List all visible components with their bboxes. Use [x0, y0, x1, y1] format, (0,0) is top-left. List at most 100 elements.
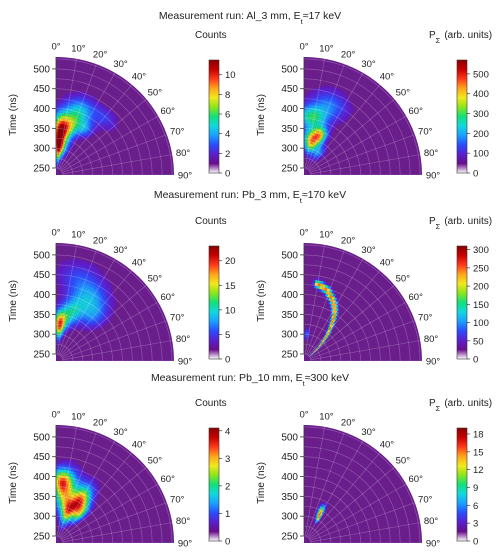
heatmap-cell [84, 498, 88, 502]
heatmap-cell [65, 525, 68, 528]
heatmap-cell [65, 288, 69, 292]
heatmap-cell [320, 516, 323, 520]
heatmap-cell [96, 117, 100, 122]
heatmap-cell [67, 498, 71, 503]
heatmap-cell [75, 519, 79, 522]
heatmap-cell [71, 135, 74, 139]
heatmap-cell [72, 482, 76, 487]
grid-arc [55, 456, 143, 544]
heatmap-cell [76, 276, 81, 280]
heatmap-cell [69, 524, 72, 528]
heatmap-cell [85, 276, 90, 280]
heatmap-cell [61, 158, 64, 161]
heatmap-cell [60, 293, 64, 297]
heatmap-cell [78, 322, 82, 326]
heatmap-cell [322, 504, 326, 509]
heatmap-cell [73, 275, 78, 279]
heatmap-cell [61, 315, 64, 319]
heatmap-cell [322, 143, 325, 147]
heatmap-cell [96, 303, 100, 308]
heatmap-cell [329, 115, 333, 119]
heatmap-cell [61, 129, 64, 133]
heatmap-cell [108, 110, 113, 115]
heatmap-cell [83, 302, 87, 306]
heatmap-cell [92, 300, 96, 305]
heatmap-cell [77, 513, 81, 517]
heatmap-cell [313, 118, 316, 123]
heatmap-cell [83, 263, 88, 268]
grid-arc [303, 118, 361, 176]
heatmap-cell [61, 338, 64, 342]
heatmap-cell [326, 139, 330, 143]
heatmap-cell [84, 299, 88, 304]
heatmap-cell [68, 514, 72, 518]
row-title-prefix: Measurement run: Pb_3 mm, E [154, 189, 300, 201]
heatmap-cell [90, 107, 95, 112]
heatmap-cell [62, 155, 64, 159]
heatmap-cell [65, 524, 68, 528]
heatmap-cell [95, 481, 100, 486]
heatmap-cell [338, 95, 343, 99]
heatmap-cell [312, 113, 315, 117]
heatmap-cell [80, 495, 84, 499]
heatmap-cell [326, 93, 331, 98]
heatmap-cell [81, 124, 85, 129]
heatmap-cell [327, 99, 332, 104]
angle-tick-label: 80° [424, 148, 439, 159]
heatmap-cell [60, 472, 64, 476]
heatmap-cell [65, 330, 67, 334]
heatmap-cell [328, 297, 332, 302]
heatmap-cell [56, 267, 60, 271]
heatmap-cell [92, 482, 96, 487]
colorbar-label-sub: Σ [436, 222, 441, 231]
heatmap-cell [65, 313, 68, 317]
heatmap-cell [68, 496, 72, 500]
heatmap-cell [70, 308, 73, 313]
grid-spoke [59, 440, 116, 538]
heatmap-cell [64, 512, 66, 516]
heatmap-cell [332, 309, 336, 313]
heatmap-cell [349, 104, 354, 109]
grid-arc [303, 505, 342, 544]
heatmap-cell [304, 118, 306, 121]
row-title: Measurement run: Pb_10 mm, Et≈300 keV [151, 372, 349, 388]
heatmap-cell [310, 152, 313, 156]
heatmap-cell [347, 113, 352, 117]
heatmap-cell [67, 119, 70, 123]
heatmap-cell [62, 506, 64, 510]
grid-arc [303, 426, 421, 544]
heatmap-cell [309, 158, 312, 161]
heatmap-cell [90, 299, 94, 304]
heatmap-cell [74, 474, 78, 479]
heatmap-cell [313, 133, 316, 137]
heatmap-cell [80, 316, 84, 320]
heatmap-cell [306, 132, 309, 135]
heatmap-cell [105, 304, 110, 309]
heatmap-cell [66, 296, 70, 300]
heatmap-cell [80, 130, 84, 134]
heatmap-cell [316, 137, 320, 141]
grid-spoke [59, 258, 116, 356]
heatmap-cell [78, 500, 82, 505]
heatmap-cell [99, 299, 104, 303]
heatmap-cell [80, 512, 83, 516]
heatmap-cell [85, 297, 90, 301]
heatmap-cell [64, 509, 67, 513]
heatmap-cell [59, 502, 62, 506]
heatmap-cell [307, 151, 309, 155]
heatmap-cell [82, 474, 86, 479]
heatmap-cell [63, 521, 66, 524]
heatmap-cell [110, 306, 115, 310]
heatmap-cell [332, 316, 336, 320]
heatmap-cell [335, 112, 340, 117]
angle-tick-label: 50° [148, 456, 163, 467]
grid-arc [55, 108, 123, 176]
heatmap-cell [57, 317, 59, 321]
heatmap-cell [58, 480, 61, 484]
polar-background [304, 243, 422, 361]
row-title-suffix: ≈300 keV [305, 372, 349, 384]
y-tick-label: 450 [33, 84, 50, 95]
heatmap-cell [56, 472, 59, 475]
heatmap-cell [304, 120, 306, 124]
heatmap-cell [314, 130, 317, 134]
